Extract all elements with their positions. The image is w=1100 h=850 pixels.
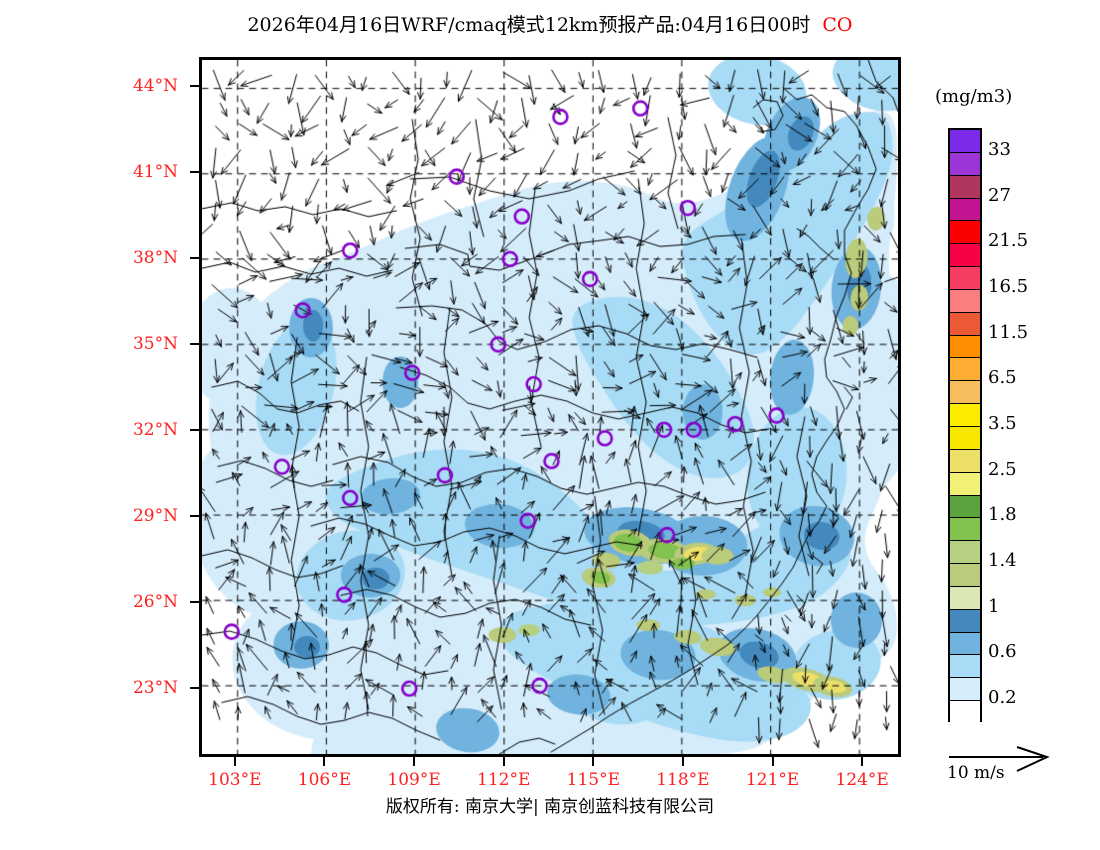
legend-band-20: [950, 586, 980, 610]
lat-tick: [190, 84, 199, 87]
legend-band-3: [950, 198, 980, 222]
legend-band-24: [950, 678, 980, 702]
lat-label-38°N: 38°N: [132, 247, 178, 268]
lon-tick: [502, 757, 505, 766]
lon-tick: [413, 757, 416, 766]
legend-value-33: 33: [988, 138, 1011, 160]
lat-label-35°N: 35°N: [132, 333, 178, 354]
legend-unit-label: (mg/m3): [935, 86, 1013, 107]
chart-title-text: 2026年04月16日WRF/cmaq模式12km预报产品:04月16日00时: [247, 14, 811, 36]
lat-tick: [190, 601, 199, 604]
legend-value-27: 27: [988, 184, 1011, 206]
legend-value-6.5: 6.5: [988, 367, 1017, 389]
lon-label-115°E: 115°E: [566, 770, 620, 790]
lat-tick: [190, 256, 199, 259]
legend-band-21: [950, 609, 980, 633]
legend-band-4: [950, 221, 980, 245]
legend-band-5: [950, 244, 980, 268]
lat-tick: [190, 428, 199, 431]
legend-band-14: [950, 449, 980, 473]
lat-label-44°N: 44°N: [132, 75, 178, 96]
lon-tick: [233, 757, 236, 766]
legend-value-0.6: 0.6: [988, 641, 1017, 663]
legend-band-15: [950, 472, 980, 496]
lon-label-118°E: 118°E: [656, 770, 710, 790]
legend-band-13: [950, 426, 980, 450]
legend-value-2.5: 2.5: [988, 458, 1017, 480]
legend-band-19: [950, 564, 980, 587]
lat-label-29°N: 29°N: [132, 506, 178, 527]
legend-value-1.8: 1.8: [988, 504, 1017, 526]
lon-tick: [861, 757, 864, 766]
legend-value-1.4: 1.4: [988, 550, 1017, 572]
wind-vector-scale-icon: [949, 746, 1050, 772]
lon-tick: [681, 757, 684, 766]
legend-band-10: [950, 358, 980, 382]
legend-value-0.2: 0.2: [988, 687, 1017, 709]
legend-band-7: [950, 289, 980, 313]
legend-value-11.5: 11.5: [988, 321, 1029, 343]
legend-band-2: [950, 175, 980, 199]
legend-band-12: [950, 404, 980, 427]
lon-label-109°E: 109°E: [387, 770, 441, 790]
legend-band-11: [950, 381, 980, 405]
lat-tick: [190, 515, 199, 518]
lon-tick: [323, 757, 326, 766]
concentration-field-canvas: [202, 60, 898, 754]
legend-band-17: [950, 518, 980, 542]
lon-tick: [771, 757, 774, 766]
legend-band-1: [950, 152, 980, 176]
lat-label-23°N: 23°N: [132, 678, 178, 699]
chart-title: 2026年04月16日WRF/cmaq模式12km预报产品:04月16日00时 C…: [0, 10, 1100, 37]
legend-value-1: 1: [988, 595, 1000, 617]
lat-tick: [190, 687, 199, 690]
lat-tick: [190, 342, 199, 345]
legend-value-16.5: 16.5: [988, 275, 1029, 297]
legend-band-8: [950, 312, 980, 336]
legend-band-9: [950, 335, 980, 359]
lon-label-124°E: 124°E: [835, 770, 889, 790]
legend-value-3.5: 3.5: [988, 413, 1017, 434]
lon-label-121°E: 121°E: [745, 770, 800, 790]
legend-band-25: [950, 701, 980, 724]
legend-band-6: [950, 267, 980, 290]
lon-label-106°E: 106°E: [297, 770, 352, 790]
copyright-footer: 版权所有: 南京大学| 南京创蓝科技有限公司: [385, 797, 715, 817]
chart-species-label: CO: [822, 14, 853, 36]
lon-tick: [592, 757, 595, 766]
lon-label-112°E: 112°E: [477, 770, 531, 790]
lon-label-103°E: 103°E: [208, 770, 262, 790]
legend-band-22: [950, 632, 980, 656]
legend-value-21.5: 21.5: [988, 230, 1029, 252]
lat-label-26°N: 26°N: [132, 592, 178, 613]
legend-band-23: [950, 655, 980, 679]
wind-scale-label: 10 m/s: [947, 763, 1005, 783]
legend-band-16: [950, 495, 980, 519]
legend-band-0: [950, 130, 980, 153]
legend-band-18: [950, 541, 980, 565]
lat-tick: [190, 170, 199, 173]
lat-label-41°N: 41°N: [132, 161, 178, 182]
color-scale-bar[interactable]: [948, 128, 982, 724]
lat-label-32°N: 32°N: [132, 419, 178, 440]
forecast-map[interactable]: [199, 57, 901, 757]
